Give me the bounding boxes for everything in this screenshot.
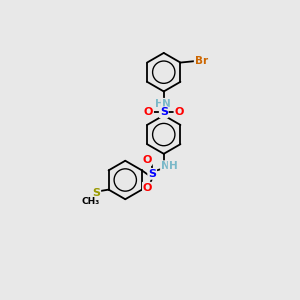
Text: O: O [142,155,152,165]
Text: S: S [160,107,168,117]
Text: O: O [144,107,153,117]
Text: H: H [155,99,164,109]
Text: H: H [169,161,177,171]
Text: S: S [92,188,100,198]
Text: S: S [148,169,156,179]
Text: CH₃: CH₃ [82,197,100,206]
Text: Br: Br [195,56,208,66]
Text: O: O [175,107,184,117]
Text: O: O [143,183,152,193]
Text: N: N [161,161,170,171]
Text: N: N [162,99,170,109]
